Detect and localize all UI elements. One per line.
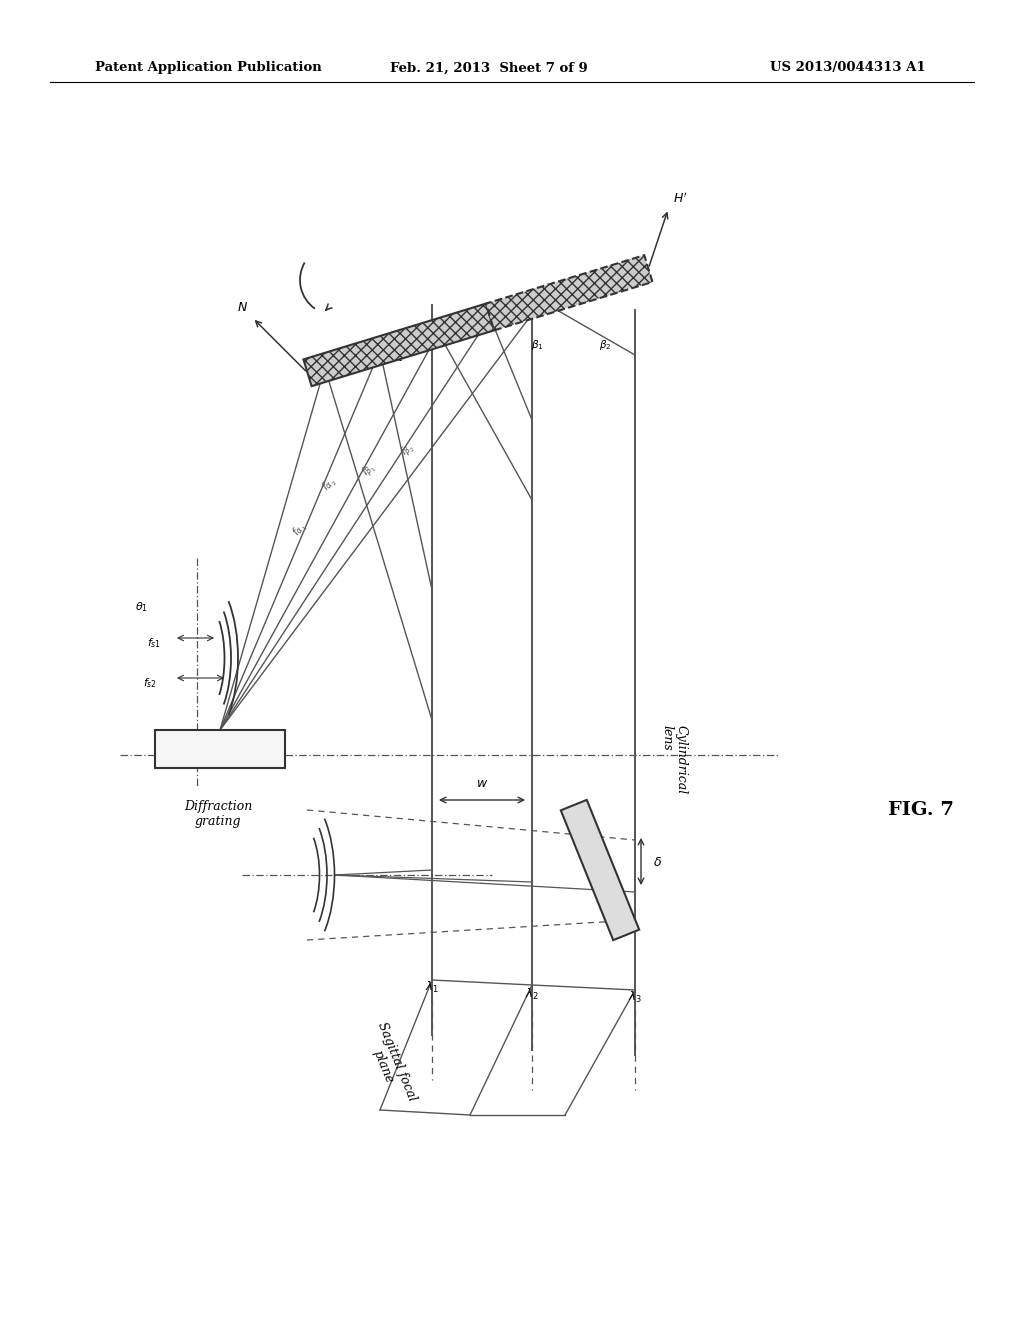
Text: $\theta_1$: $\theta_1$ <box>135 601 148 614</box>
Text: $\lambda_3$: $\lambda_3$ <box>628 990 642 1005</box>
Text: $f_{\alpha_1}$: $f_{\alpha_1}$ <box>290 520 310 540</box>
Text: $w$: $w$ <box>476 777 488 789</box>
Text: FIG. 7: FIG. 7 <box>888 801 954 818</box>
Text: Cylindrical
lens: Cylindrical lens <box>660 726 688 795</box>
Text: $\lambda_1$: $\lambda_1$ <box>425 979 439 995</box>
Text: $\beta_2$: $\beta_2$ <box>599 338 611 352</box>
Text: $f_{s1}$: $f_{s1}$ <box>146 636 161 649</box>
Text: $f_{\beta_2}$: $f_{\beta_2}$ <box>397 440 419 461</box>
Text: $\delta$: $\delta$ <box>653 855 663 869</box>
Text: $f_{s2}$: $f_{s2}$ <box>143 676 157 690</box>
Text: $f_{\alpha_2}$: $f_{\alpha_2}$ <box>319 475 340 495</box>
Text: Feb. 21, 2013  Sheet 7 of 9: Feb. 21, 2013 Sheet 7 of 9 <box>390 62 588 74</box>
Polygon shape <box>561 800 639 940</box>
Text: $N$: $N$ <box>237 301 248 314</box>
Polygon shape <box>303 304 495 387</box>
Text: $\beta_1$: $\beta_1$ <box>530 338 544 352</box>
Text: $f_{\beta_1}$: $f_{\beta_1}$ <box>359 459 381 480</box>
Text: US 2013/0044313 A1: US 2013/0044313 A1 <box>770 62 926 74</box>
Bar <box>155 730 285 768</box>
Text: $\alpha_1$: $\alpha_1$ <box>390 352 403 364</box>
Polygon shape <box>486 255 652 330</box>
Text: $\lambda_2$: $\lambda_2$ <box>525 987 539 1002</box>
Text: Sagittal focal
plane: Sagittal focal plane <box>361 1020 419 1109</box>
Text: Patent Application Publication: Patent Application Publication <box>95 62 322 74</box>
Text: Diffraction
grating: Diffraction grating <box>184 800 252 828</box>
Text: $\alpha_2$: $\alpha_2$ <box>428 337 440 348</box>
Text: $H'$: $H'$ <box>673 191 688 206</box>
